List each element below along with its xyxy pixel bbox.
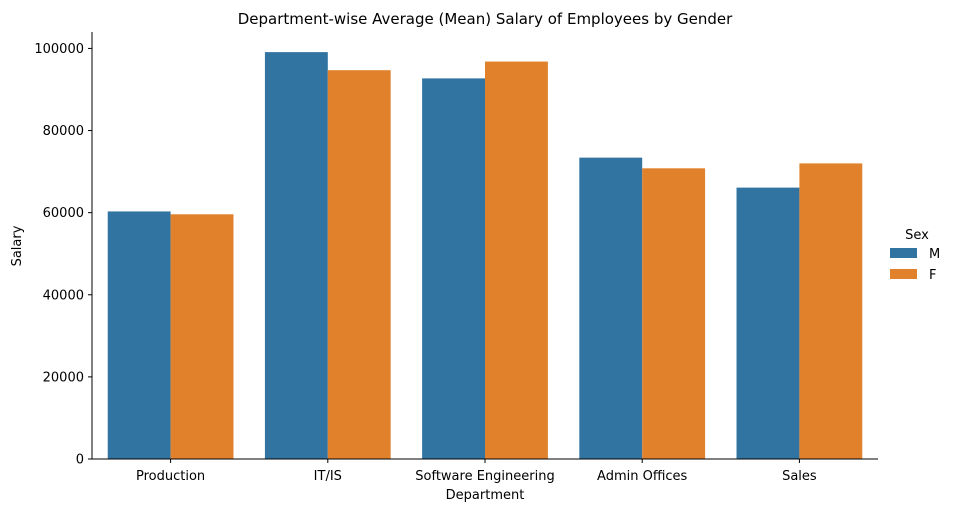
bar-f-3 (642, 168, 706, 460)
legend-swatch-m (890, 248, 917, 258)
y-tick-label-4: 80000 (43, 124, 84, 139)
bar-m-3 (579, 157, 643, 459)
bar-m-2 (422, 78, 485, 459)
x-axis: Production IT/IS Software Engineering Admin… (92, 458, 878, 484)
bar-f-4 (799, 163, 863, 459)
legend: Sex MF (890, 228, 940, 283)
bar-m-0 (107, 211, 171, 459)
x-axis-title: Department (446, 488, 525, 503)
bar-f-0 (170, 214, 234, 459)
x-tick-label-0: Production (136, 469, 205, 484)
y-tick-label-2: 40000 (43, 288, 84, 303)
legend-swatch-f (890, 269, 917, 279)
bar-f-1 (327, 70, 391, 459)
y-tick-label-0: 0 (76, 453, 84, 468)
y-tick-label-5: 100000 (34, 42, 84, 57)
legend-label-f: F (929, 268, 936, 283)
legend-title: Sex (905, 228, 929, 243)
x-tick-label-4: Sales (782, 469, 817, 484)
bars-group (107, 52, 863, 460)
bar-m-1 (264, 52, 328, 459)
chart-title: Department-wise Average (Mean) Salary of… (238, 10, 733, 28)
x-tick-label-2: Software Engineering (415, 469, 554, 484)
y-tick-label-3: 60000 (43, 206, 84, 221)
legend-label-m: M (929, 247, 940, 262)
y-tick-label-1: 20000 (43, 370, 84, 385)
y-axis: 0 20000 40000 60000 80000 100000 (34, 32, 93, 468)
y-axis-title: Salary (10, 225, 25, 266)
bar-f-2 (485, 61, 548, 460)
x-tick-label-1: IT/IS (314, 469, 342, 484)
x-tick-label-3: Admin Offices (597, 469, 688, 484)
bar-m-4 (736, 187, 800, 460)
